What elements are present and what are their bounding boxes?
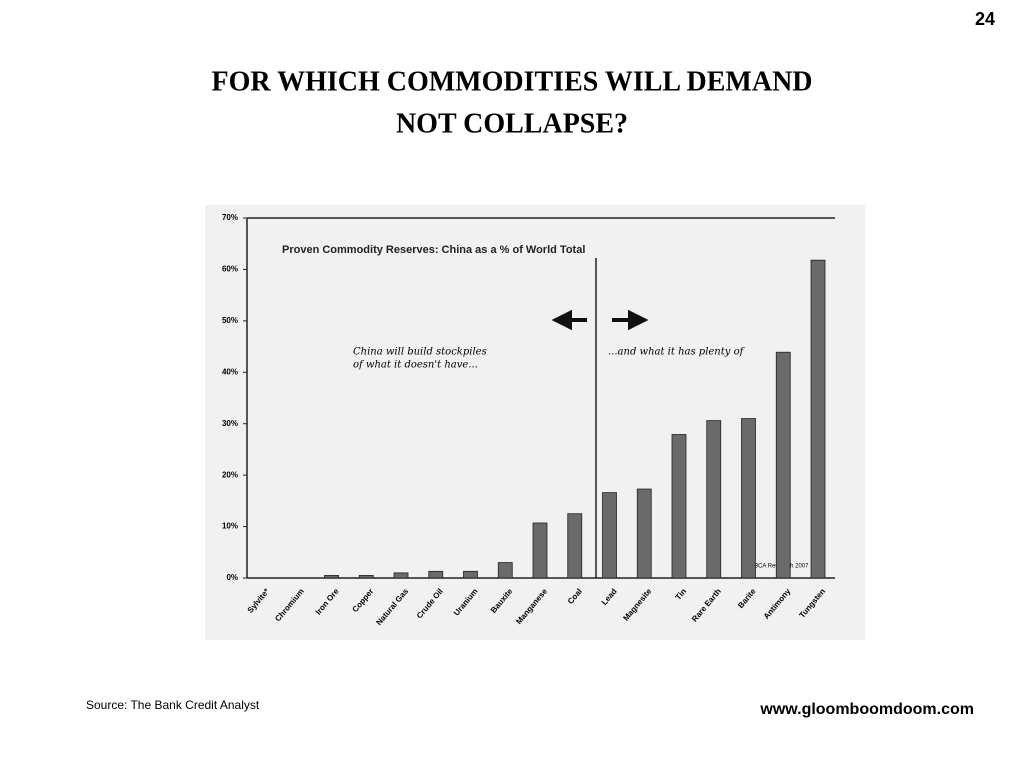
- y-tick-label: 30%: [222, 419, 238, 428]
- website: www.gloomboomdoom.com: [759, 701, 974, 718]
- annotation: of what it doesn't have...: [353, 360, 478, 371]
- bar: [775, 351, 791, 579]
- y-tick-label: 40%: [222, 367, 238, 376]
- bar: [428, 570, 444, 579]
- bar: [636, 488, 652, 579]
- bar: [602, 492, 617, 579]
- y-tick-label: 50%: [222, 316, 238, 325]
- page-number: 24: [975, 9, 995, 29]
- bar: [567, 513, 583, 579]
- y-tick-label: 60%: [222, 265, 238, 274]
- y-tick-label: 70%: [222, 213, 238, 222]
- slide-title: FOR WHICH COMMODITIES WILL DEMAND: [211, 66, 812, 97]
- bar: [671, 434, 687, 579]
- bar: [532, 522, 548, 579]
- bar: [358, 575, 374, 579]
- y-tick-label: 10%: [222, 522, 238, 531]
- bar: [741, 418, 756, 579]
- bar: [463, 570, 478, 579]
- slide-title: NOT COLLAPSE?: [396, 108, 628, 139]
- annotation: ...and what it has plenty of: [608, 347, 746, 358]
- y-tick-label: 20%: [222, 470, 238, 479]
- bar: [393, 572, 409, 579]
- bar: [810, 259, 826, 579]
- y-tick-label: 0%: [226, 573, 238, 582]
- bar: [706, 420, 722, 579]
- arrow-right: [612, 309, 649, 331]
- chart-title: Proven Commodity Reserves: China as a % …: [282, 244, 585, 256]
- bar: [497, 562, 513, 579]
- bar: [324, 575, 339, 579]
- source: Source: The Bank Credit Analyst: [86, 698, 260, 712]
- arrow-left: [551, 309, 587, 331]
- annotation: China will build stockpiles: [353, 347, 487, 358]
